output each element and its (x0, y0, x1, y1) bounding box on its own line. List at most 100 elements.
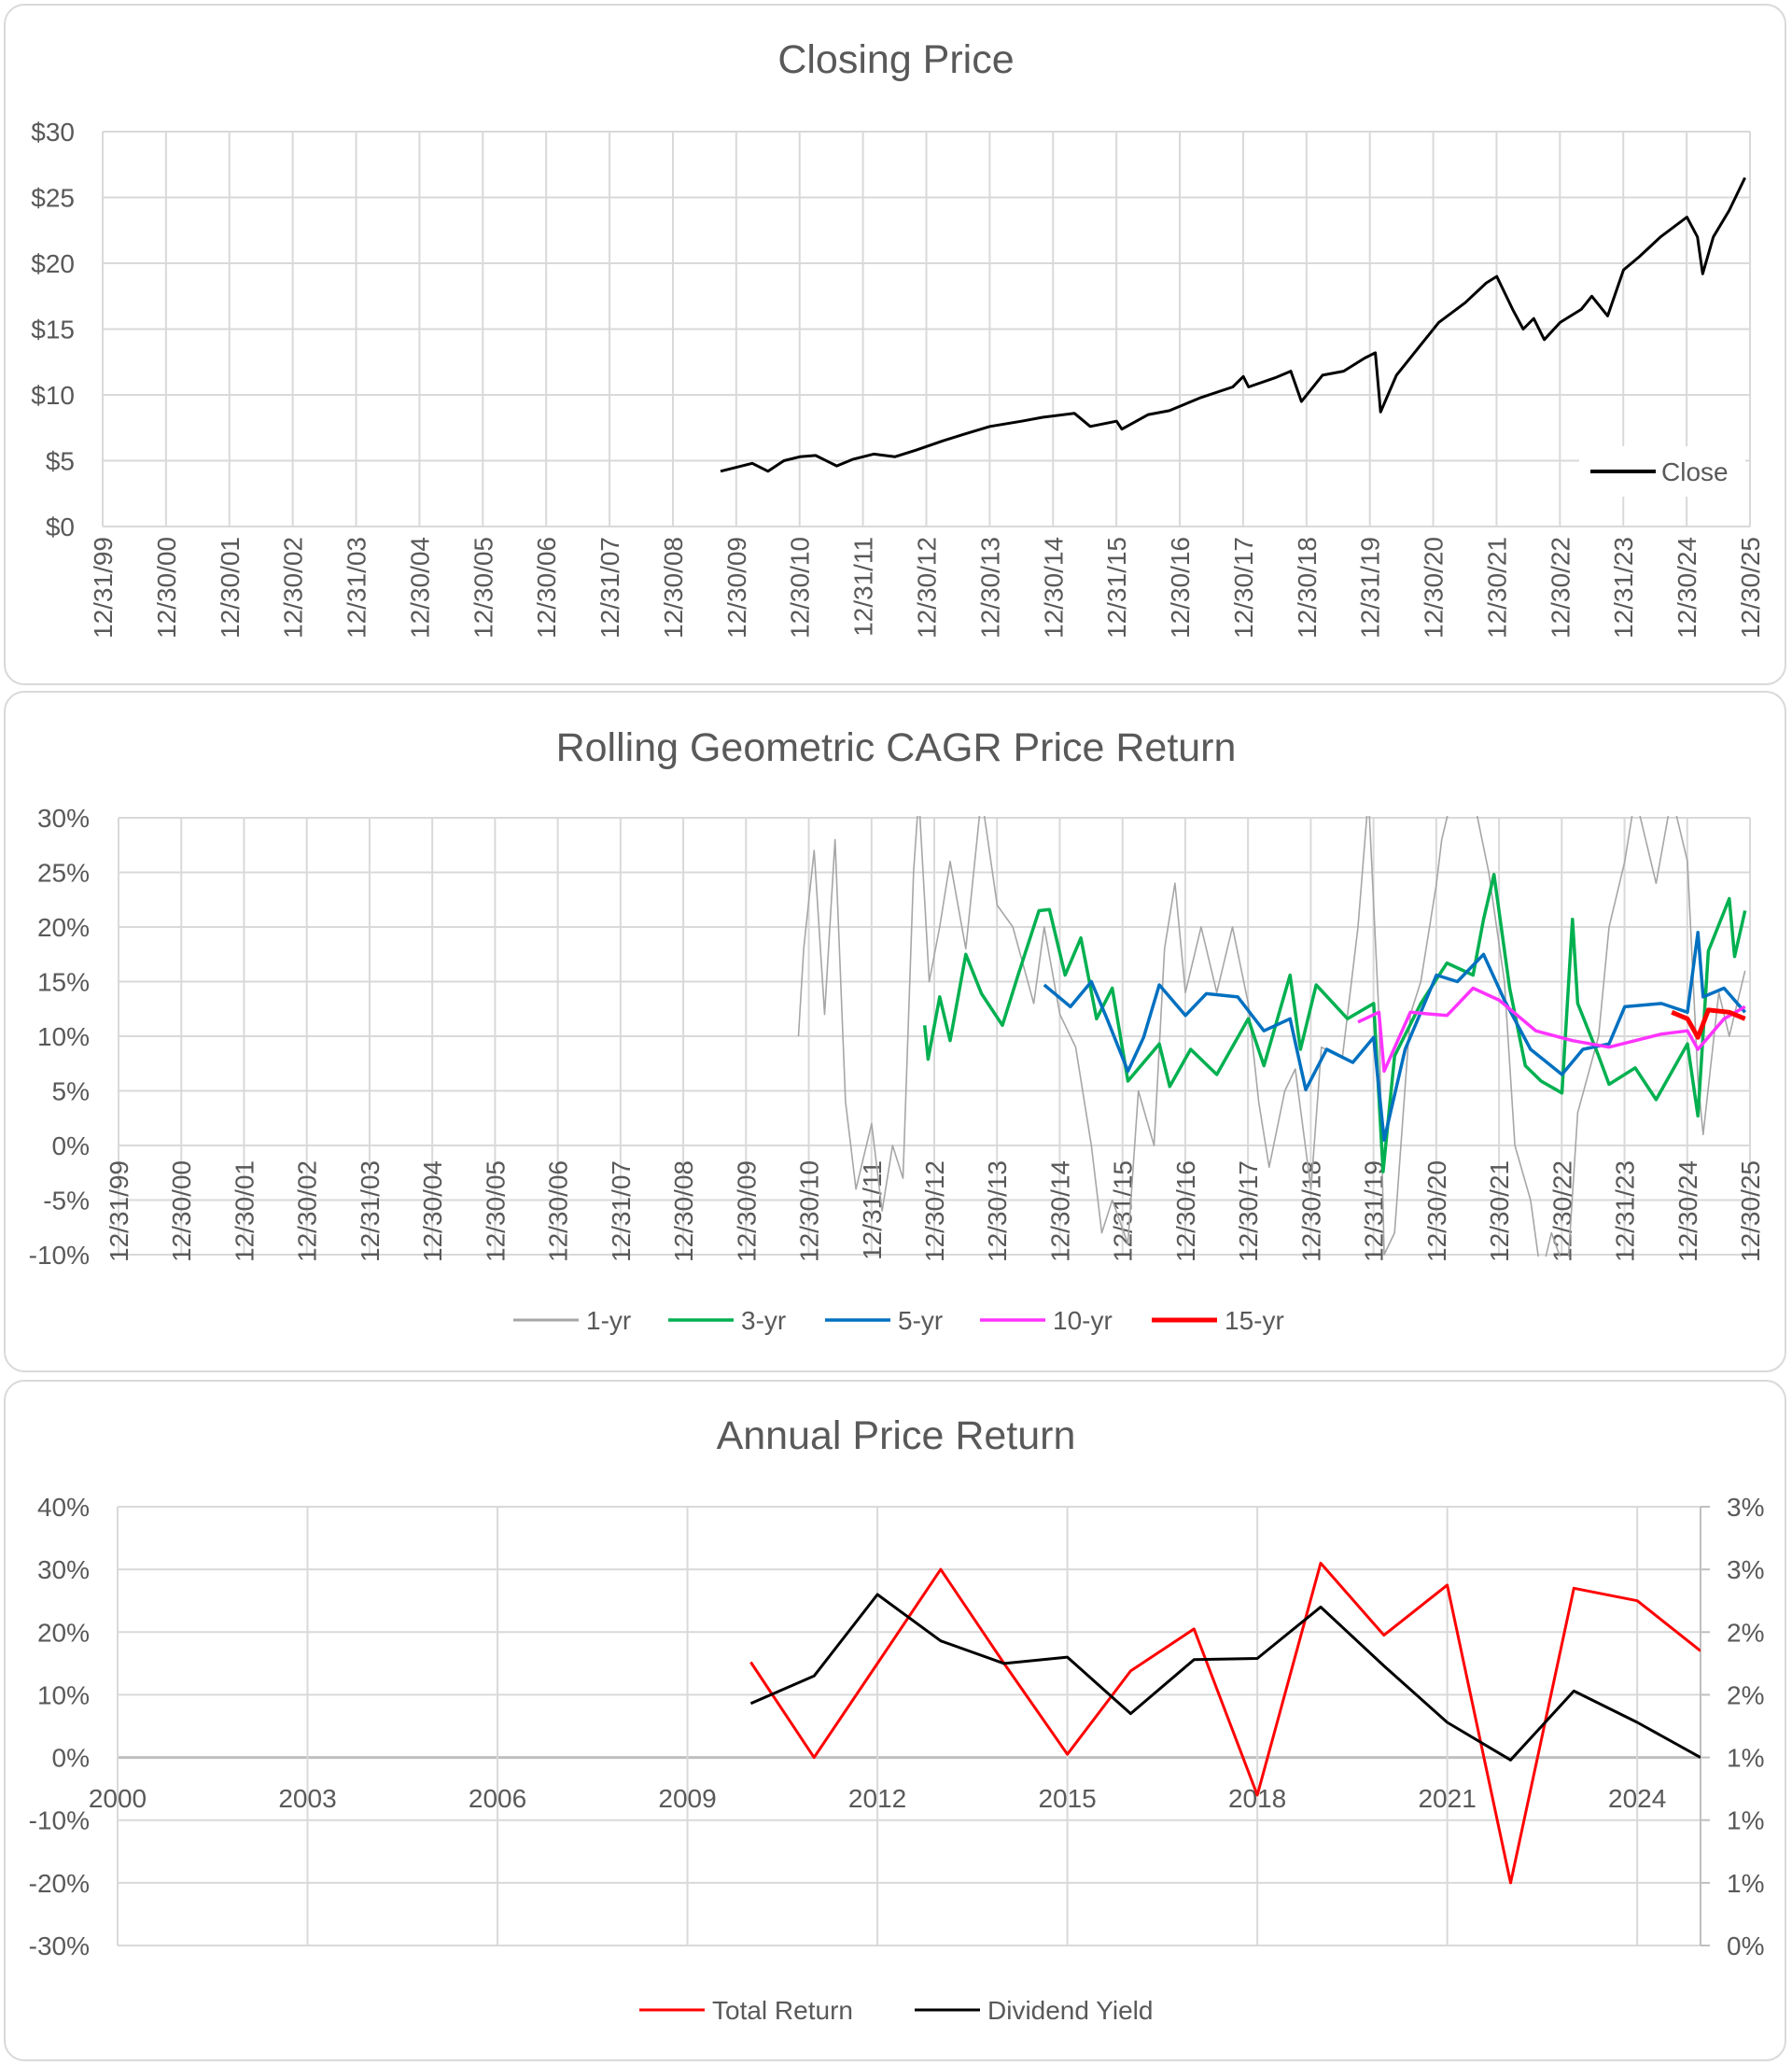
x-tick-label: 2009 (658, 1784, 716, 1813)
x-tick-label: 12/30/08 (659, 537, 688, 639)
y-tick-label: -30% (29, 1932, 90, 1960)
x-tick-label: 12/30/00 (167, 1160, 196, 1262)
x-tick-label: 12/30/25 (1736, 537, 1765, 639)
x-tick-label: 12/30/17 (1229, 537, 1258, 639)
chart-title: Closing Price (777, 37, 1014, 82)
x-tick-label: 12/30/12 (920, 1160, 949, 1262)
y-tick-label: $20 (31, 249, 75, 278)
x-tick-label: 12/30/21 (1485, 1160, 1514, 1262)
legend: Close (1579, 446, 1745, 497)
y-tick-label: $30 (31, 118, 75, 147)
x-tick-label: 12/31/15 (1102, 537, 1131, 639)
x-tick-label: 12/30/24 (1673, 537, 1701, 639)
y2-tick-label: 2% (1727, 1680, 1764, 1709)
legend-label: 5-yr (898, 1306, 943, 1335)
legend-label: Close (1661, 457, 1729, 486)
y-tick-label: 5% (52, 1077, 90, 1106)
y2-tick-label: 0% (1727, 1932, 1764, 1960)
y-tick-label: $10 (31, 381, 75, 410)
x-tick-label: 12/31/19 (1356, 537, 1385, 639)
x-tick-label: 2006 (469, 1784, 526, 1813)
y-tick-label: $15 (31, 316, 75, 344)
x-tick-label: 12/30/08 (669, 1160, 698, 1262)
x-tick-label: 12/30/05 (469, 537, 497, 639)
x-tick-label: 2000 (89, 1784, 147, 1813)
x-tick-label: 12/30/14 (1039, 537, 1068, 639)
x-tick-label: 2015 (1038, 1784, 1096, 1813)
x-tick-label: 12/30/10 (795, 1160, 824, 1262)
x-tick-label: 12/30/20 (1422, 1160, 1451, 1262)
annual-return-panel (4, 1380, 1786, 2061)
y-tick-label: 0% (52, 1131, 90, 1160)
series-line-15-yr (1671, 1007, 1746, 1040)
y-tick-label: 10% (37, 1022, 90, 1051)
x-tick-label: 12/31/23 (1611, 1160, 1640, 1262)
x-tick-label: 2003 (278, 1784, 336, 1813)
y-tick-label: 40% (37, 1493, 90, 1522)
closing-price-panel (4, 4, 1786, 685)
y-tick-label: 30% (37, 1555, 90, 1584)
rolling-cagr-panel (4, 691, 1786, 1372)
y-tick-label: 10% (37, 1680, 90, 1709)
legend-label: 10-yr (1053, 1306, 1113, 1335)
x-tick-label: 12/30/04 (418, 1160, 447, 1262)
x-tick-label: 12/30/22 (1547, 1160, 1576, 1262)
x-tick-label: 12/30/17 (1234, 1160, 1263, 1262)
x-tick-label: 12/30/14 (1045, 1160, 1074, 1262)
x-tick-label: 12/30/09 (732, 1160, 761, 1262)
series-line-dividend-yield (749, 1593, 1701, 1762)
y-tick-label: 30% (37, 804, 90, 833)
y-tick-label: 0% (52, 1744, 90, 1773)
x-tick-label: 12/30/13 (975, 537, 1004, 639)
x-tick-label: 12/30/02 (293, 1160, 322, 1262)
legend-label: 1-yr (586, 1306, 631, 1335)
x-tick-label: 12/30/13 (983, 1160, 1012, 1262)
y2-tick-label: 1% (1727, 1806, 1764, 1835)
x-tick-label: 12/31/03 (343, 537, 371, 639)
y2-tick-label: 1% (1727, 1869, 1764, 1898)
x-tick-label: 2021 (1418, 1784, 1476, 1813)
series-line-total-return (749, 1561, 1701, 1885)
series-line-close (720, 176, 1746, 473)
x-tick-label: 12/30/12 (913, 537, 942, 639)
x-tick-label: 12/30/10 (786, 537, 815, 639)
legend-label: Total Return (712, 1996, 853, 2025)
x-tick-label: 12/30/06 (544, 1160, 573, 1262)
legend: 1-yr 3-yr 5-yr 10-yr 15-yr (513, 1306, 1284, 1335)
x-tick-label: 12/30/16 (1171, 1160, 1200, 1262)
x-tick-label: 12/31/03 (356, 1160, 385, 1262)
y-tick-label: $5 (46, 447, 75, 476)
y-tick-label: $0 (46, 513, 75, 541)
y-tick-label: -10% (29, 1241, 90, 1270)
x-tick-label: 12/31/99 (89, 537, 118, 639)
series-line-3-yr (922, 873, 1747, 1173)
x-tick-label: 12/31/07 (607, 1160, 636, 1262)
x-tick-label: 12/30/01 (230, 1160, 259, 1262)
x-tick-label: 12/31/99 (105, 1160, 133, 1262)
legend-label: 15-yr (1225, 1306, 1284, 1335)
x-tick-label: 12/30/20 (1420, 537, 1449, 639)
chart-title: Rolling Geometric CAGR Price Return (556, 725, 1237, 770)
y-tick-label: 15% (37, 968, 90, 997)
x-tick-label: 12/30/22 (1546, 537, 1575, 639)
y-tick-label: -5% (43, 1187, 90, 1215)
x-tick-label: 12/30/05 (481, 1160, 510, 1262)
y2-tick-label: 3% (1727, 1555, 1764, 1584)
y-tick-label: -20% (29, 1869, 90, 1898)
x-tick-label: 12/30/24 (1673, 1160, 1702, 1262)
legend-label: 3-yr (741, 1306, 786, 1335)
y-tick-label: -10% (29, 1806, 90, 1835)
x-tick-label: 12/30/18 (1293, 537, 1322, 639)
y-tick-label: 20% (37, 913, 90, 942)
x-tick-label: 12/30/01 (216, 537, 245, 639)
x-tick-label: 12/30/21 (1482, 537, 1511, 639)
x-tick-label: 12/30/00 (152, 537, 181, 639)
x-tick-label: 12/30/04 (405, 537, 434, 639)
x-tick-label: 12/30/06 (532, 537, 561, 639)
legend: Total Return Dividend Yield (639, 1996, 1153, 2025)
x-tick-label: 2012 (848, 1784, 906, 1813)
x-tick-label: 12/30/02 (279, 537, 308, 639)
x-tick-label: 12/31/23 (1609, 537, 1638, 639)
series-line-10-yr (1357, 986, 1746, 1074)
x-tick-label: 2024 (1608, 1784, 1666, 1813)
